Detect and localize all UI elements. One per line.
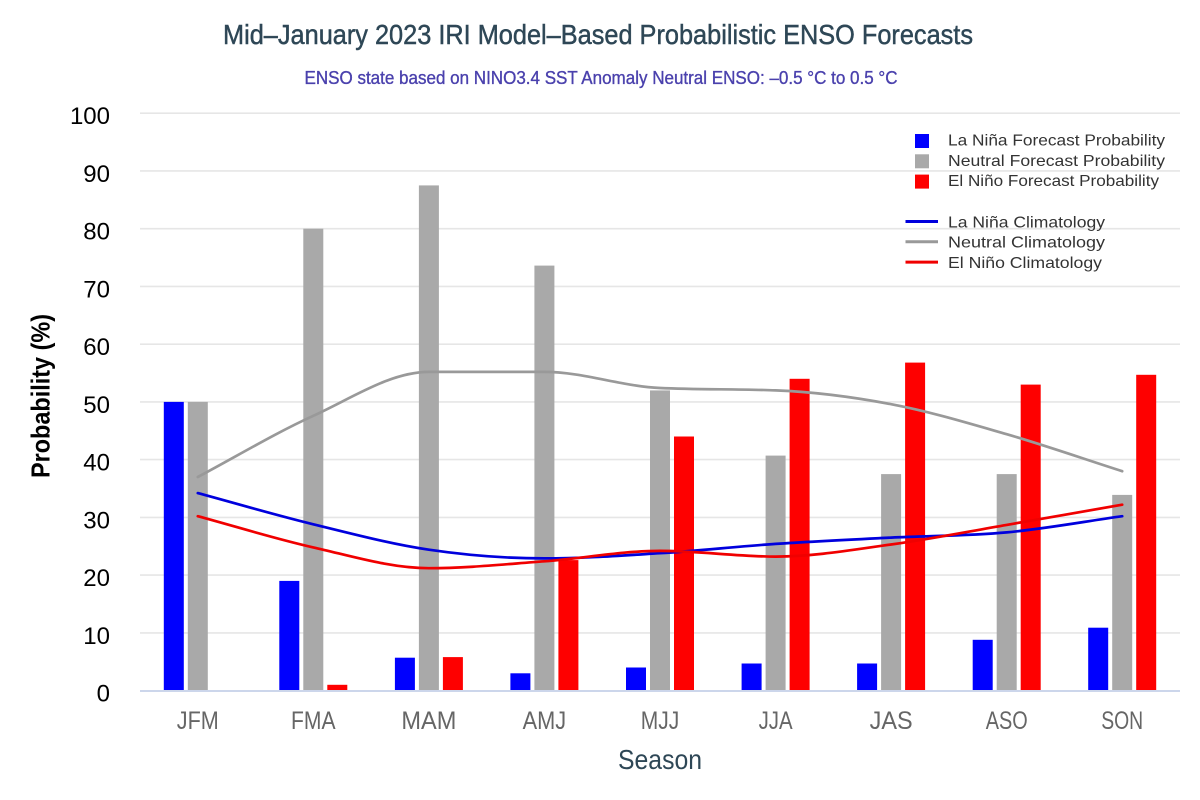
svg-text:ENSO state based on NINO3.4 SS: ENSO state based on NINO3.4 SST Anomaly … xyxy=(305,67,898,88)
svg-text:Neutral Forecast Probability: Neutral Forecast Probability xyxy=(948,153,1165,170)
svg-text:SON: SON xyxy=(1101,707,1143,735)
svg-text:40: 40 xyxy=(83,450,110,477)
svg-text:60: 60 xyxy=(83,334,110,361)
svg-text:Mid–January 2023 IRI Model–Bas: Mid–January 2023 IRI Model–Based Probabi… xyxy=(223,19,973,50)
svg-text:90: 90 xyxy=(83,161,110,188)
svg-text:ASO: ASO xyxy=(986,707,1028,735)
svg-text:La Niña Forecast Probability: La Niña Forecast Probability xyxy=(948,133,1165,150)
svg-text:20: 20 xyxy=(83,565,110,592)
svg-text:100: 100 xyxy=(70,103,110,130)
svg-text:JFM: JFM xyxy=(177,707,219,735)
svg-text:MAM: MAM xyxy=(401,707,456,735)
svg-text:Season: Season xyxy=(618,744,702,775)
svg-text:0: 0 xyxy=(97,681,110,708)
svg-text:AMJ: AMJ xyxy=(523,707,567,735)
svg-text:JAS: JAS xyxy=(870,707,913,735)
svg-text:JJA: JJA xyxy=(759,707,793,735)
svg-text:El Niño Forecast Probability: El Niño Forecast Probability xyxy=(948,173,1159,190)
svg-text:10: 10 xyxy=(83,623,110,650)
svg-text:80: 80 xyxy=(83,219,110,246)
svg-text:50: 50 xyxy=(83,392,110,419)
svg-text:Neutral Climatology: Neutral Climatology xyxy=(948,235,1105,252)
svg-text:FMA: FMA xyxy=(291,707,336,735)
svg-text:30: 30 xyxy=(83,507,110,534)
svg-text:70: 70 xyxy=(83,276,110,303)
svg-text:La Niña Climatology: La Niña Climatology xyxy=(948,214,1105,231)
svg-text:Probability (%): Probability (%) xyxy=(26,314,56,478)
svg-text:MJJ: MJJ xyxy=(641,707,680,735)
svg-text:El Niño Climatology: El Niño Climatology xyxy=(948,255,1102,272)
